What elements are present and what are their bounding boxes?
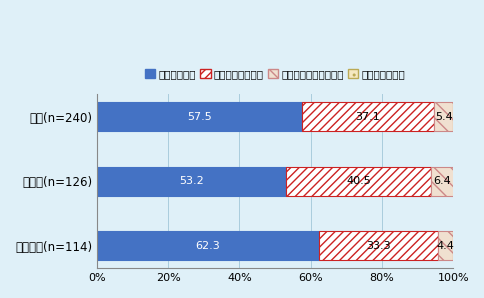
Bar (434, 102, 453, 131)
Bar (287, 167, 431, 196)
Text: 57.5: 57.5 (187, 112, 212, 122)
Text: 40.5: 40.5 (346, 176, 371, 186)
Bar (97, 102, 302, 131)
Text: 4.4: 4.4 (437, 241, 454, 251)
Text: 33.3: 33.3 (366, 241, 391, 251)
Bar (438, 231, 453, 260)
Bar (319, 231, 438, 260)
Text: 53.2: 53.2 (180, 176, 204, 186)
Bar (431, 167, 454, 196)
Bar (97, 231, 319, 260)
Text: 6.4: 6.4 (433, 176, 451, 186)
Bar (302, 102, 434, 131)
Bar (97, 167, 287, 196)
Text: 37.1: 37.1 (356, 112, 380, 122)
Text: 5.4: 5.4 (435, 112, 453, 122)
Legend: 期待している, やや期待している, あまり期待していない, 期待していない: 期待している, やや期待している, あまり期待していない, 期待していない (141, 65, 409, 83)
Text: 62.3: 62.3 (196, 241, 220, 251)
